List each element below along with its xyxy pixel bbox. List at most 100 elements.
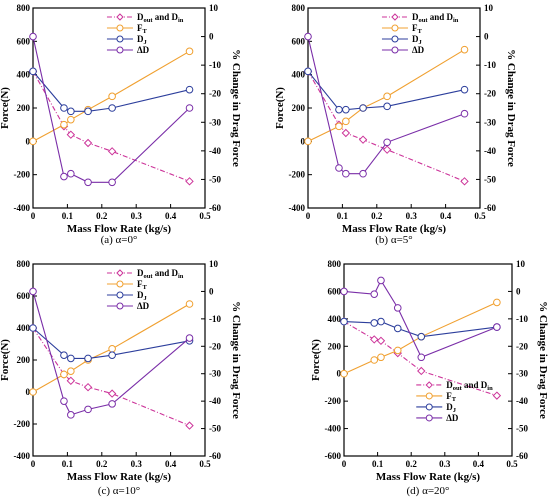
y2-tick-label: 10: [209, 259, 219, 269]
legend-label: Dout and Din: [412, 12, 459, 24]
data-point: [359, 169, 367, 178]
data-point: [340, 369, 348, 378]
chart-panel-1: 0 0.1 0.2 0.3 0.4 0.5-400-2000200400600800-60…: [274, 3, 517, 246]
data-point: [460, 177, 469, 186]
x-tick-label: 0.2: [406, 459, 418, 469]
data-point: [185, 334, 194, 342]
data-point: [417, 366, 426, 376]
y-tick-label: 400: [17, 70, 31, 80]
x-tick-label: 0: [342, 459, 347, 469]
legend-marker: [116, 302, 124, 310]
y2-tick-label: -40: [209, 396, 221, 406]
x-tick-label: 0.5: [199, 211, 211, 221]
series-line-3: [32, 291, 190, 416]
y-tick-label: 400: [292, 70, 306, 80]
x-tick-label: 0.3: [131, 459, 143, 469]
data-point: [84, 405, 92, 414]
y-axis-label: Force(N): [310, 339, 322, 381]
x-tick-label: 0.2: [371, 211, 383, 221]
y-tick-label: 200: [17, 355, 31, 365]
data-point: [60, 397, 68, 405]
series-line-1: [32, 50, 190, 142]
y-tick-label: -200: [325, 396, 342, 406]
y2-tick-label: -10: [484, 60, 496, 70]
y-tick-label: 200: [292, 103, 306, 113]
data-point: [393, 324, 402, 333]
data-point: [108, 104, 116, 112]
legend-sub: T: [452, 396, 457, 403]
series-line-0: [32, 327, 190, 427]
data-point: [304, 67, 312, 76]
legend-text: F: [412, 23, 418, 33]
data-point: [377, 353, 385, 362]
y2-tick-label: -60: [484, 203, 496, 213]
y-tick-label: -200: [14, 419, 31, 429]
legend-marker: [116, 24, 124, 32]
legend-text: ΔD: [137, 301, 150, 311]
legend-sub: out: [143, 273, 153, 280]
legend-text: D: [412, 34, 419, 44]
x-tick-label: 0.4: [165, 459, 177, 469]
data-point: [185, 300, 194, 308]
data-point: [60, 104, 68, 112]
y-tick-label: 600: [292, 36, 306, 46]
legend-sub: in: [178, 17, 184, 24]
y-tick-label: -400: [325, 424, 342, 434]
data-point: [335, 164, 343, 172]
data-point: [185, 85, 194, 94]
x-tick-label: 0.5: [506, 459, 518, 469]
y2-tick-label: -50: [209, 424, 221, 434]
data-point: [84, 178, 92, 187]
data-point: [29, 137, 37, 146]
data-point: [417, 353, 426, 362]
y2-tick-label: -20: [209, 89, 221, 99]
x-tick-label: 0: [31, 459, 36, 469]
y-tick-label: 600: [17, 291, 31, 301]
legend-text: D: [137, 12, 144, 22]
y2-tick-label: 0: [516, 286, 521, 296]
data-point: [376, 336, 386, 346]
legend-text: F: [137, 23, 143, 33]
data-point: [370, 319, 379, 327]
data-point: [370, 356, 379, 364]
y2-tick-label: 10: [209, 3, 219, 13]
legend-sub: J: [453, 407, 457, 414]
x-tick-label: 0.2: [96, 211, 108, 221]
data-point: [185, 104, 194, 112]
data-point: [108, 178, 116, 187]
data-point: [84, 107, 92, 116]
y2-tick-label: 0: [209, 286, 214, 296]
data-point: [492, 391, 502, 400]
data-point: [460, 85, 469, 94]
legend-sub: T: [417, 28, 422, 35]
data-point: [60, 120, 68, 129]
y-tick-label: 0: [301, 136, 306, 146]
legend-text: and D: [152, 268, 178, 278]
y-tick-label: 800: [328, 259, 342, 269]
legend-marker: [391, 46, 399, 54]
series-line-2: [32, 70, 190, 112]
data-point: [377, 276, 385, 285]
legend-text: D: [446, 380, 453, 390]
data-point: [108, 351, 116, 360]
legend-sub: T: [142, 284, 147, 291]
data-point: [383, 138, 391, 147]
y-tick-label: 200: [17, 103, 31, 113]
legend-marker: [391, 13, 399, 21]
y-tick-label: 800: [17, 259, 31, 269]
x-tick-label: 0: [31, 211, 36, 221]
y-tick-label: 0: [26, 387, 31, 397]
y2-axis-label: % Change in Drag Force: [230, 49, 242, 167]
y2-tick-label: -60: [516, 451, 528, 461]
legend-sub: in: [178, 273, 184, 280]
series-line-3: [32, 36, 190, 183]
data-point: [383, 92, 391, 101]
x-tick-label: 0: [306, 211, 311, 221]
series-line-2: [307, 70, 465, 111]
series-line-0: [307, 71, 465, 182]
legend-sub: J: [143, 295, 147, 302]
legend-marker: [425, 381, 433, 389]
